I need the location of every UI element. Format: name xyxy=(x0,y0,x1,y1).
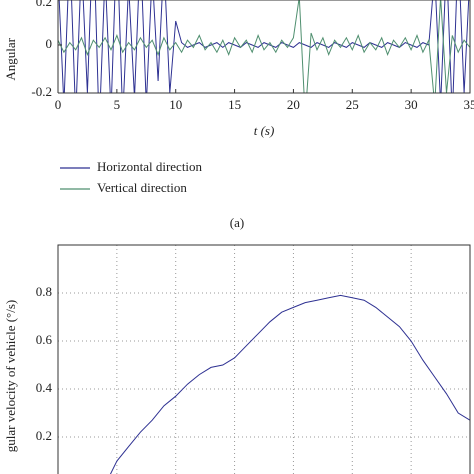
x-tick-label: 30 xyxy=(405,97,418,112)
plot-frame xyxy=(57,244,471,474)
legend-label: Vertical direction xyxy=(97,180,187,195)
y-tick-label: 0.2 xyxy=(36,0,52,9)
y-tick-label: 0 xyxy=(46,36,53,51)
y-tick-label: 0.2 xyxy=(36,428,52,443)
x-tick-label: 15 xyxy=(228,97,241,112)
x-axis-label: t (s) xyxy=(254,123,275,138)
plot-lines xyxy=(58,0,470,93)
x-tick-label: 10 xyxy=(169,97,182,112)
y-axis-label: Angular xyxy=(3,37,18,80)
plot-lines xyxy=(109,294,470,474)
y-tick-label: 0.4 xyxy=(36,380,53,395)
x-tick-label: 25 xyxy=(346,97,359,112)
series-line xyxy=(58,0,470,93)
y-tick-label: 0.8 xyxy=(36,284,52,299)
series-line xyxy=(109,294,470,474)
caption: (a) xyxy=(230,215,244,230)
y-tick-label: -0.2 xyxy=(31,84,52,99)
x-tick-label: 35 xyxy=(464,97,474,112)
x-tick-label: 5 xyxy=(114,97,121,112)
y-axis-label: gular velocity of vehicle (°/s) xyxy=(3,300,18,452)
series-line xyxy=(58,0,470,93)
x-tick-label: 0 xyxy=(55,97,62,112)
x-tick-label: 20 xyxy=(287,97,300,112)
plot-frame xyxy=(57,0,471,94)
y-tick-label: 0.6 xyxy=(36,332,53,347)
legend-label: Horizontal direction xyxy=(97,159,203,174)
